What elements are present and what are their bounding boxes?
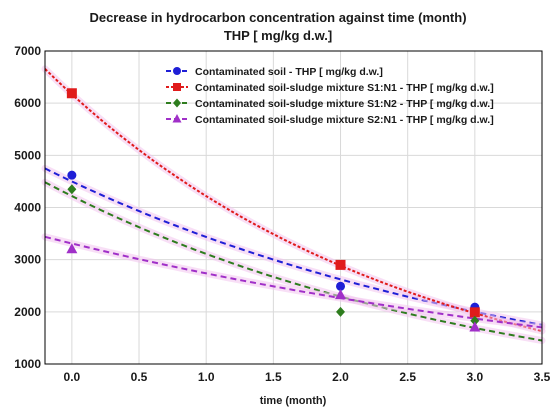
data-point-square [469, 307, 480, 318]
fit-line [44, 235, 543, 329]
chart-title-line2: THP [ mg/kg d.w.] [224, 28, 332, 43]
data-point-circle [67, 170, 77, 180]
y-tick-label: 2000 [14, 305, 41, 319]
legend-marker-square [173, 83, 181, 91]
y-tick-label: 7000 [14, 44, 41, 58]
y-tick-label: 5000 [14, 148, 41, 162]
legend-label: Contaminated soil-sludge mixture S1:N1 -… [195, 82, 494, 94]
data-point-square [335, 259, 346, 270]
fit-line [44, 167, 543, 326]
plot-frame [44, 50, 543, 365]
x-tick-label: 1.5 [265, 370, 282, 384]
legend: Contaminated soil - THP [ mg/kg d.w.] Con… [166, 66, 494, 126]
x-tick-label: 0.0 [64, 370, 81, 384]
legend-marker-triangle [172, 114, 182, 123]
data-point-square [66, 88, 77, 99]
y-tick-label: 4000 [14, 201, 41, 215]
fit-line [44, 181, 543, 342]
chart-title-line1: Decrease in hydrocarbon concentration ag… [89, 10, 466, 25]
fit-line [44, 68, 543, 332]
data-point-circle [336, 281, 346, 291]
legend-marker-circle [173, 67, 181, 75]
x-tick-label: 3.0 [466, 370, 483, 384]
x-axis-label: time (month) [260, 395, 327, 407]
legend-marker-diamond [173, 98, 181, 108]
x-tick-label: 3.5 [534, 370, 550, 384]
data-points [66, 88, 481, 332]
y-tick-label: 6000 [14, 96, 41, 110]
tick-labels: 0.0 0.5 1.0 1.5 2.0 2.5 3.0 3.5 1000 2000 3000 4000… [14, 44, 550, 384]
y-tick-label: 1000 [14, 357, 41, 371]
x-tick-label: 2.0 [332, 370, 349, 384]
data-point-triangle [469, 321, 481, 332]
x-tick-label: 1.0 [198, 370, 215, 384]
data-point-triangle [66, 243, 78, 254]
fit-curves [41, 65, 546, 344]
legend-label: Contaminated soil - THP [ mg/kg d.w.] [195, 66, 383, 78]
legend-label: Contaminated soil-sludge mixture S2:N1 -… [195, 114, 494, 126]
data-point-diamond [470, 315, 480, 326]
data-point-triangle [335, 289, 347, 300]
data-point-diamond [67, 184, 77, 195]
x-tick-label: 2.5 [399, 370, 416, 384]
y-tick-label: 3000 [14, 253, 41, 267]
legend-label: Contaminated soil-sludge mixture S1:N2 -… [195, 98, 494, 110]
data-point-diamond [336, 306, 346, 317]
x-tick-label: 0.5 [131, 370, 148, 384]
